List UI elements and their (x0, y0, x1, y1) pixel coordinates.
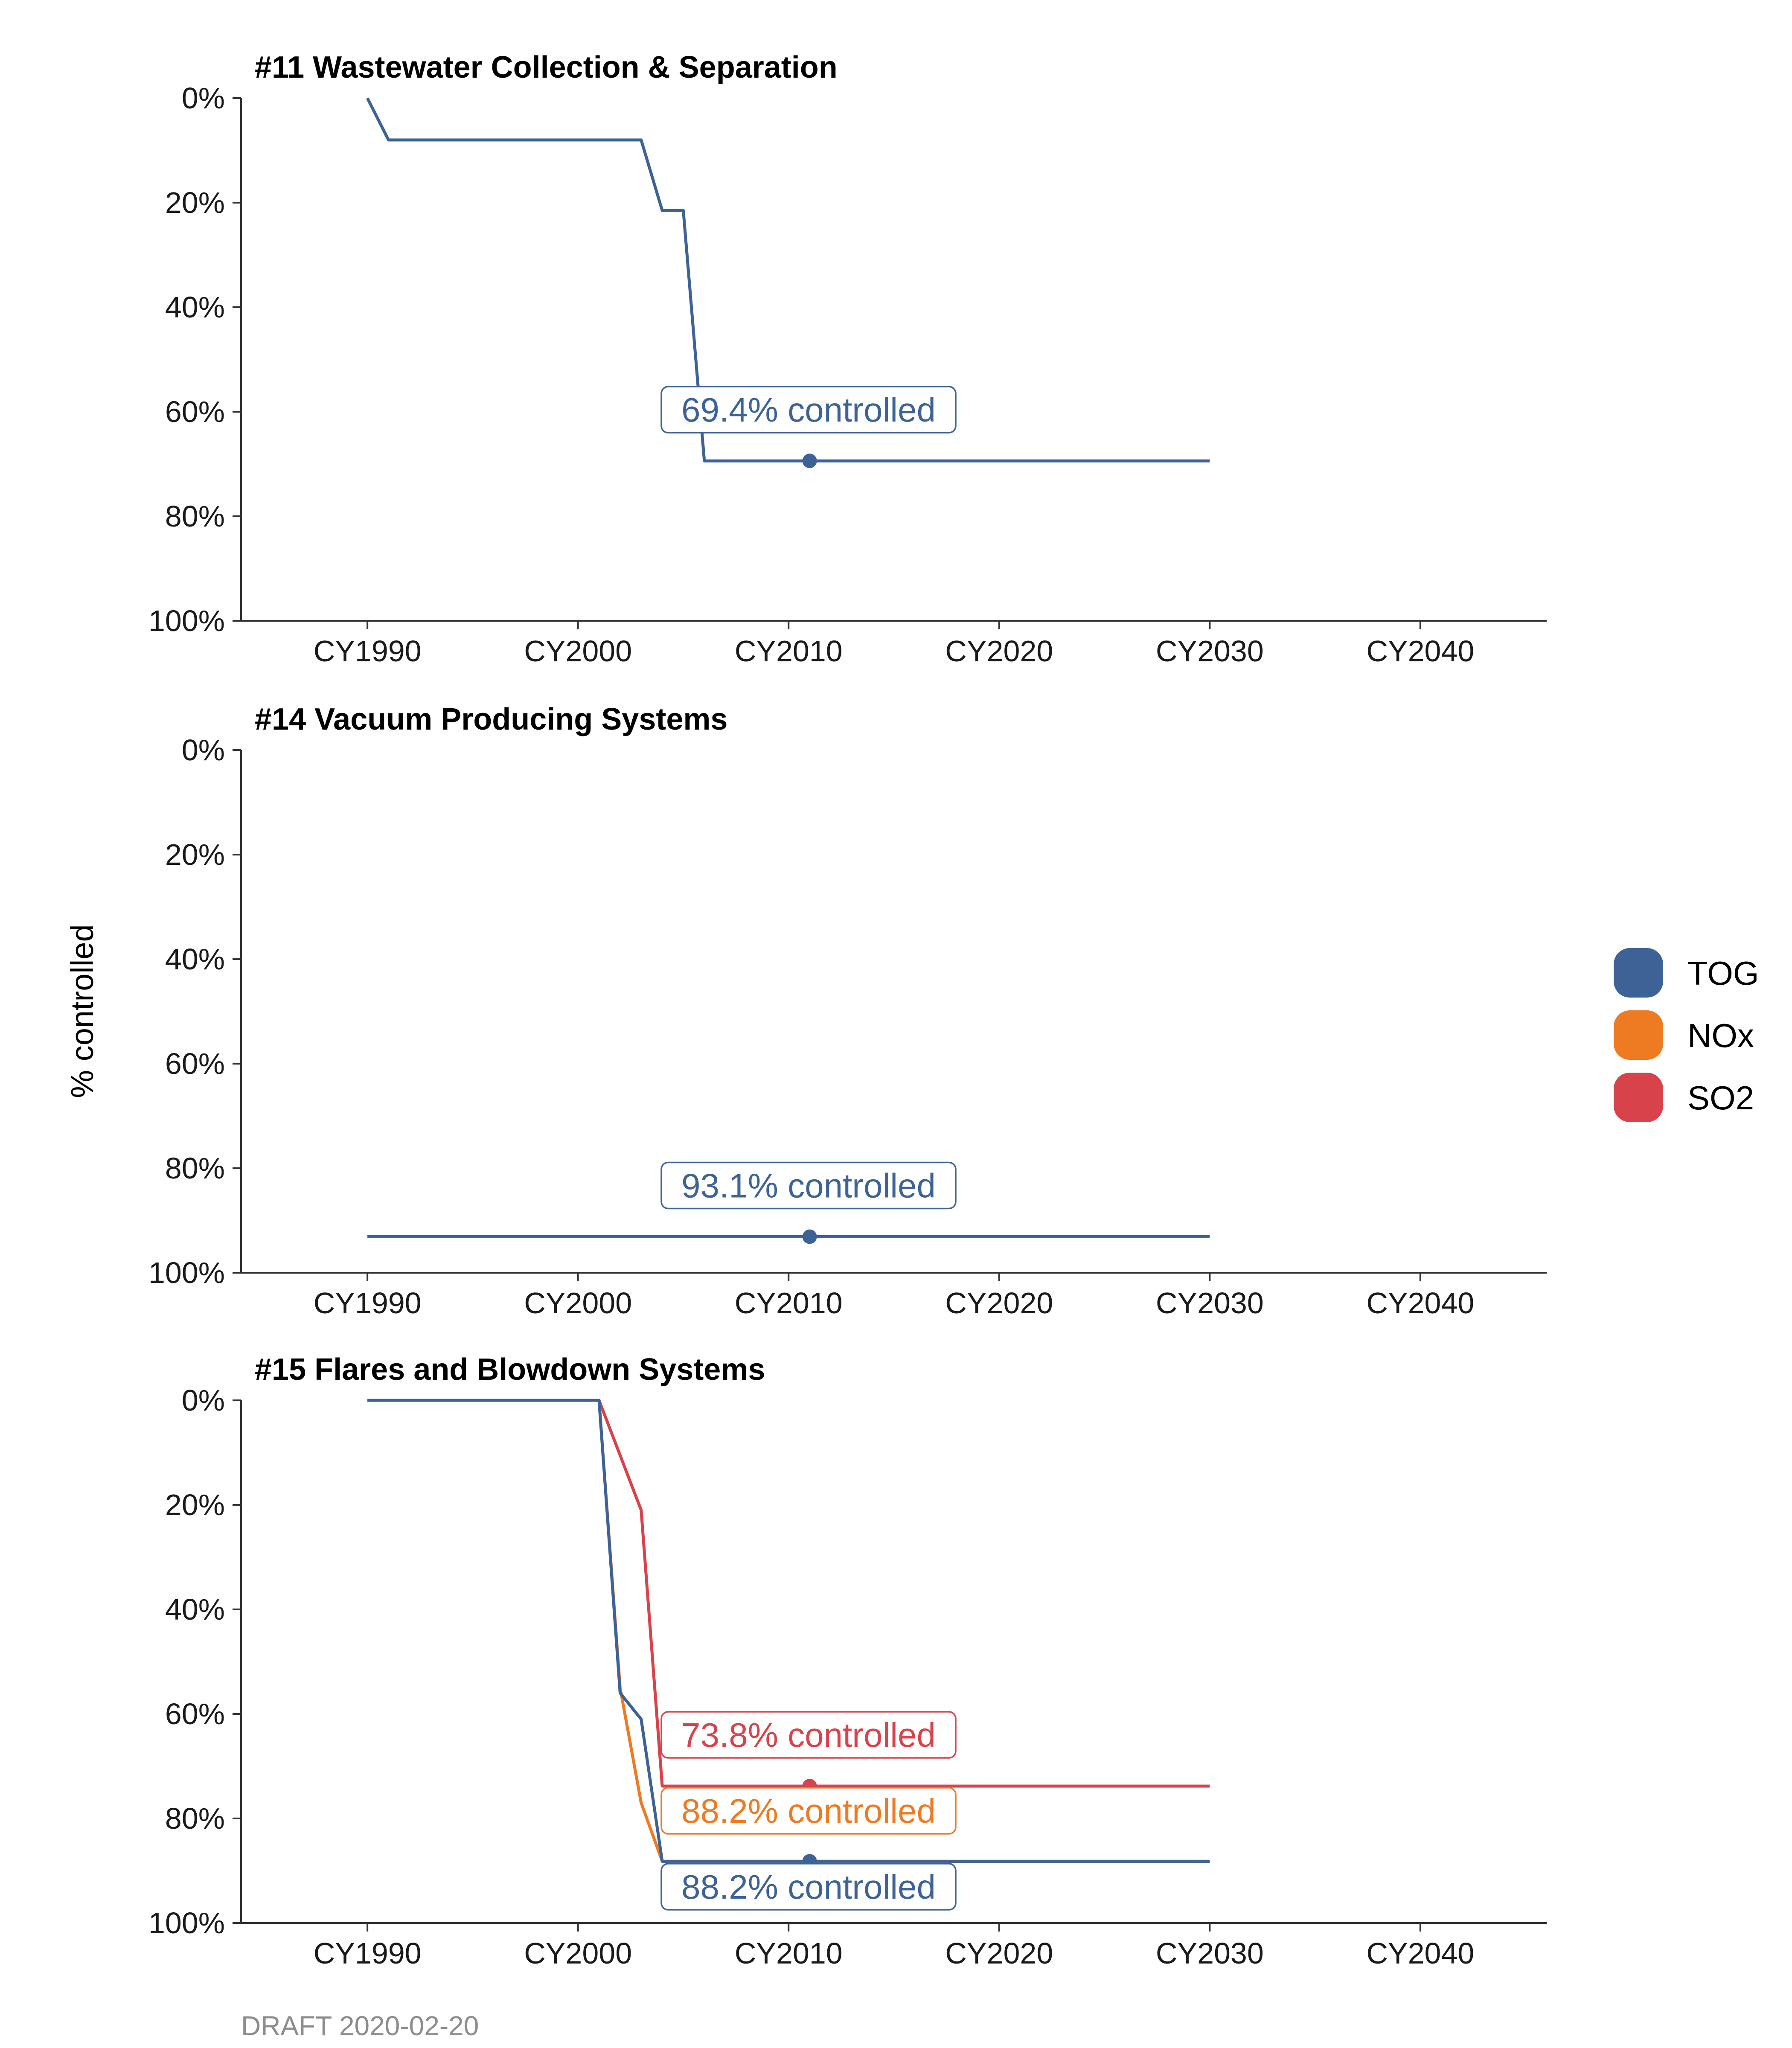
annotation-text: 88.2% controlled (681, 1868, 936, 1906)
x-tick-label: CY2020 (945, 634, 1053, 668)
chart-panel-1: #11 Wastewater Collection & Separation 0%… (148, 50, 1547, 668)
legend: TOG NOx SO2 (1614, 948, 1759, 1122)
y-tick-label: 80% (165, 500, 225, 533)
chart-panel-2: #14 Vacuum Producing Systems 0% 20% 40% 60% 8… (148, 702, 1547, 1320)
x-tick-label: CY1990 (314, 634, 422, 668)
y-tick-label: 0% (182, 733, 225, 767)
legend-swatch-icon (1614, 1010, 1663, 1060)
annotation-label: 88.2% controlled (660, 1863, 957, 1911)
legend-swatch-icon (1614, 1073, 1663, 1122)
x-tick-label: CY2030 (1156, 1286, 1264, 1320)
chart-panels: #11 Wastewater Collection & Separation 0%… (148, 50, 1547, 1970)
x-tick-label: CY2030 (1156, 634, 1264, 668)
y-tick-label: 80% (165, 1152, 225, 1185)
panel-title: #11 Wastewater Collection & Separation (255, 50, 838, 84)
annotation-text: 69.4% controlled (681, 391, 936, 429)
y-tick-label: 100% (148, 604, 225, 637)
x-tick-label: CY2020 (945, 1286, 1053, 1320)
panel-title: #15 Flares and Blowdown Systems (255, 1353, 765, 1387)
annotation-box (660, 386, 957, 433)
x-tick-label: CY2020 (945, 1937, 1053, 1970)
annotation-box (660, 1787, 957, 1835)
series-marker-tog (802, 1229, 817, 1244)
x-tick-label: CY2010 (735, 1286, 843, 1320)
legend-item-nox: NOx (1614, 1010, 1754, 1060)
y-tick-label: 0% (182, 81, 225, 115)
y-tick-label: 60% (165, 1047, 225, 1080)
y-tick-label: 60% (165, 395, 225, 428)
x-tick-label: CY2000 (524, 1286, 632, 1320)
legend-item-tog: TOG (1614, 948, 1759, 998)
y-tick-label: 20% (165, 186, 225, 219)
series-line-tog (367, 1399, 1210, 1863)
x-tick-label: CY1990 (314, 1937, 422, 1970)
y-tick-label: 40% (165, 291, 225, 324)
x-tick-label: CY2000 (524, 1937, 632, 1970)
y-tick-label: 40% (165, 943, 225, 976)
annotation-text: 73.8% controlled (681, 1716, 936, 1754)
x-tick-label: CY2040 (1366, 634, 1474, 668)
annotation-text: 88.2% controlled (681, 1792, 936, 1830)
chart-panel-3: #15 Flares and Blowdown Systems 0% 20% 40% 6… (148, 1353, 1547, 1970)
x-tick-label: CY1990 (314, 1286, 422, 1320)
series-line-tog (366, 97, 1210, 463)
legend-item-so2: SO2 (1614, 1073, 1754, 1122)
y-tick-label: 80% (165, 1802, 225, 1835)
legend-label: NOx (1687, 1017, 1754, 1054)
annotation-box (660, 1161, 957, 1210)
x-tick-label: CY2040 (1366, 1286, 1474, 1320)
annotation-box (660, 1863, 957, 1911)
panel-title: #14 Vacuum Producing Systems (255, 702, 727, 736)
legend-label: SO2 (1687, 1079, 1754, 1117)
x-tick-label: CY2010 (735, 634, 843, 668)
annotation-label: 93.1% controlled (660, 1161, 957, 1210)
y-tick-label: 20% (165, 1488, 225, 1521)
y-tick-label: 40% (165, 1593, 225, 1626)
draft-footer: DRAFT 2020-02-20 (241, 2010, 479, 2041)
x-tick-label: CY2010 (735, 1937, 843, 1970)
annotation-label: 88.2% controlled (660, 1787, 957, 1835)
legend-label: TOG (1687, 954, 1759, 992)
y-tick-label: 60% (165, 1697, 225, 1731)
annotation-box (660, 1711, 957, 1759)
x-tick-label: CY2000 (524, 634, 632, 668)
legend-swatch-icon (1614, 948, 1663, 998)
y-tick-label: 100% (148, 1256, 225, 1289)
y-tick-label: 20% (165, 838, 225, 871)
y-tick-label: 100% (148, 1906, 225, 1940)
series-marker-tog (802, 454, 817, 468)
y-tick-label: 0% (182, 1384, 225, 1417)
annotation-text: 93.1% controlled (681, 1167, 936, 1204)
x-tick-label: CY2040 (1366, 1937, 1474, 1970)
x-tick-label: CY2030 (1156, 1937, 1264, 1970)
annotation-label: 73.8% controlled (660, 1711, 957, 1759)
y-axis-label: % controlled (64, 924, 100, 1098)
annotation-label: 69.4% controlled (660, 386, 957, 433)
